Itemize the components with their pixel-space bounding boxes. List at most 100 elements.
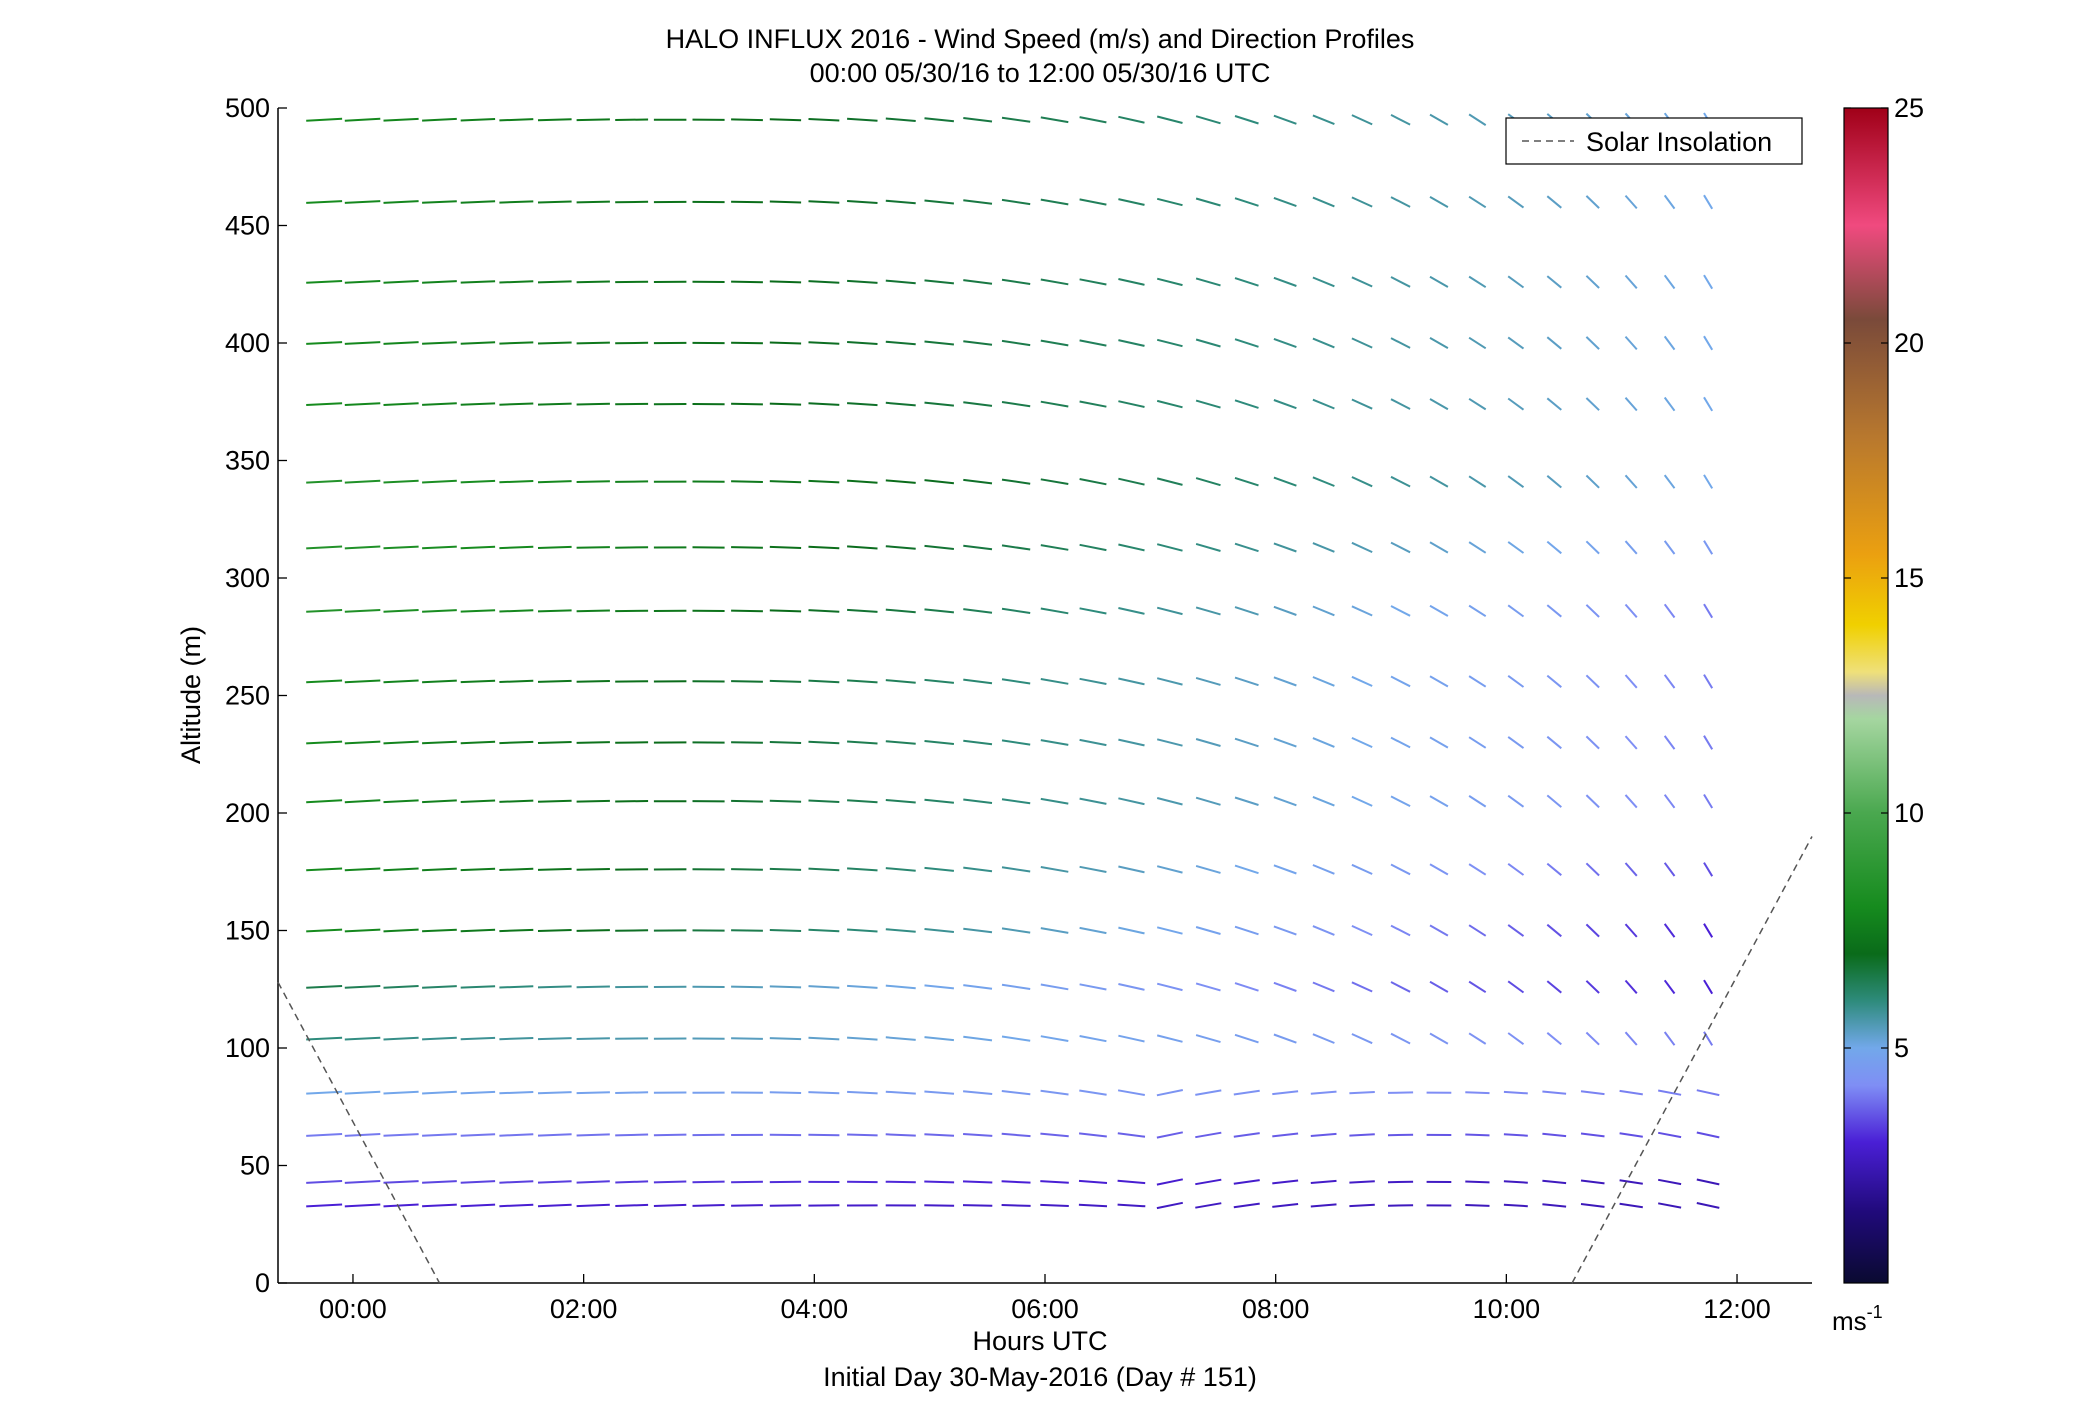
wind-vector [1429,980,1449,993]
wind-vector [885,479,916,484]
wind-vector [1001,278,1031,285]
wind-vector [537,679,572,683]
wind-vector [1040,339,1069,347]
x-tick-label: 00:00 [319,1294,387,1324]
wind-vector [615,118,649,121]
wind-vector [306,928,343,933]
wind-vector [1585,794,1600,809]
wind-vector [1118,797,1145,806]
wind-vector [1079,1089,1107,1096]
wind-vector [1663,735,1676,750]
wind-vector [1703,274,1714,290]
wind-vector [1429,113,1449,126]
wind-vector [1696,1131,1720,1139]
wind-vector [499,740,534,745]
wind-vector [847,984,878,989]
wind-vector [1390,1032,1411,1045]
wind-vector [1234,606,1259,616]
wind-vector [1156,677,1183,686]
wind-vector [1156,1089,1184,1097]
wind-vector [1040,1180,1069,1184]
wind-vector [1079,607,1107,615]
wind-vector [847,1133,878,1137]
wind-vector [1351,863,1373,875]
wind-vector [1619,1089,1643,1096]
wind-vector [1195,1178,1222,1186]
wind-vector [731,985,763,989]
wind-vector [1079,926,1107,935]
wind-vector [963,739,993,746]
wind-vector [1156,477,1183,486]
wind-vector [847,279,878,284]
wind-vector [1390,398,1411,410]
wind-vector [1624,674,1638,689]
wind-vector [1351,196,1373,208]
wind-vector [306,799,343,804]
wind-vector [1156,1034,1183,1043]
wind-vector [1156,797,1183,806]
wind-vector [344,679,381,684]
wind-vector [1040,544,1069,551]
wind-vector [847,679,878,684]
wind-vector [306,402,343,406]
wind-vector [885,1180,916,1184]
wind-vector [422,1133,457,1137]
wind-vector [1234,796,1259,806]
wind-vector [1507,924,1525,937]
wind-vector [1387,1133,1414,1137]
y-tick-label: 450 [225,211,270,241]
wind-vector [653,1133,687,1137]
wind-vector [1546,475,1562,489]
wind-vector [383,1036,419,1041]
wind-vector [306,985,343,989]
wind-vector [1234,982,1259,992]
wind-vector [306,200,343,204]
wind-vector [1156,738,1183,747]
wind-vector [731,402,763,406]
wind-vector [885,679,916,684]
wind-vector [924,1090,955,1095]
wind-vector [1273,864,1297,875]
wind-vector [963,678,993,685]
wind-vector [306,679,343,684]
wind-vector [499,867,534,871]
wind-vector [1118,1034,1145,1043]
wind-vector [576,546,610,549]
wind-vector [1001,116,1031,123]
wind-vector [1195,115,1221,125]
wind-vector [1507,980,1525,994]
wind-vector [731,868,763,871]
wind-vector [1387,1180,1414,1184]
wind-vector [537,1037,572,1041]
wind-vector [1001,544,1031,551]
wind-vector [1312,981,1335,993]
wind-vector [731,929,763,932]
wind-vector [1195,277,1221,287]
wind-vector [1703,862,1714,877]
wind-vector [422,928,457,933]
wind-vector [1585,604,1600,618]
wind-vector [1312,196,1335,208]
wind-vector [1117,1179,1146,1185]
y-tick-label: 0 [255,1268,270,1298]
wind-vector [537,985,572,989]
solar-insolation-line [277,836,1813,1284]
wind-vector [1079,543,1107,552]
wind-vector [1118,339,1145,347]
wind-vector [537,1091,572,1095]
wind-vector [963,1035,993,1042]
wind-vector [808,1036,840,1041]
wind-vector [422,985,457,989]
wind-vector [1585,862,1600,877]
wind-vector [1546,540,1562,555]
wind-vector [924,984,955,990]
wind-vector [537,609,572,613]
wind-vector [769,985,802,989]
wind-vector [769,200,802,204]
wind-vector [885,340,916,346]
wind-vector [847,740,878,745]
wind-vector [769,1204,802,1207]
wind-vector [1118,677,1145,686]
wind-vector [963,984,993,990]
wind-vector [537,867,572,871]
